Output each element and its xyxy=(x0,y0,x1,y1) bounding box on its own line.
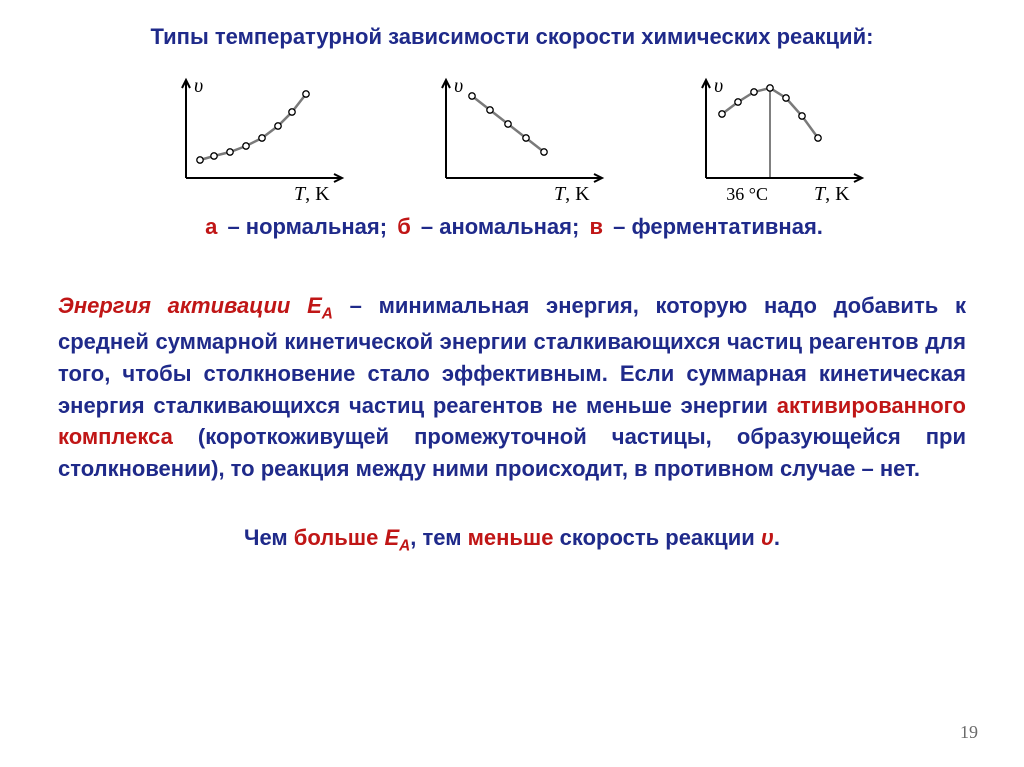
legend-text: – ферментативная. xyxy=(607,214,823,239)
symbol-upsilon: υ xyxy=(761,525,774,550)
svg-text:υ: υ xyxy=(454,75,463,97)
chart-a: υ T, K xyxy=(152,68,352,208)
legend-label: б xyxy=(397,214,411,239)
page-number: 19 xyxy=(960,722,978,743)
legend-label: а xyxy=(205,214,217,239)
svg-text:υ: υ xyxy=(194,75,203,97)
body-paragraph: Энергия активации ЕA – минимальная энерг… xyxy=(58,290,966,485)
term-activation-energy: Энергия активации ЕA xyxy=(58,293,333,318)
svg-text:υ: υ xyxy=(714,75,723,97)
svg-text:36 °C: 36 °C xyxy=(726,184,768,204)
chart-a-svg: υ T, K xyxy=(152,68,352,208)
svg-text:T, K: T, K xyxy=(554,183,590,205)
chart-c-svg: υ T, K 36 °C xyxy=(672,68,872,208)
svg-text:T, K: T, K xyxy=(814,183,850,205)
charts-legend: а – нормальная; б – аномальная; в – ферм… xyxy=(40,214,984,240)
page-title: Типы температурной зависимости скорости … xyxy=(40,24,984,50)
charts-row: υ T, K υ T, K υ T, K 36 °C xyxy=(40,68,984,208)
legend-text: – аномальная; xyxy=(415,214,586,239)
svg-text:T, K: T, K xyxy=(294,183,330,205)
footer-line: Чем больше ЕA, тем меньше скорость реакц… xyxy=(40,525,984,555)
chart-b-svg: υ T, K xyxy=(412,68,612,208)
chart-b: υ T, K xyxy=(412,68,612,208)
legend-text: – нормальная; xyxy=(221,214,393,239)
legend-label: в xyxy=(589,214,603,239)
term-activated-complex: активированного комплекса xyxy=(58,393,966,450)
symbol-ea: ЕA xyxy=(384,525,410,550)
chart-c: υ T, K 36 °C xyxy=(672,68,872,208)
